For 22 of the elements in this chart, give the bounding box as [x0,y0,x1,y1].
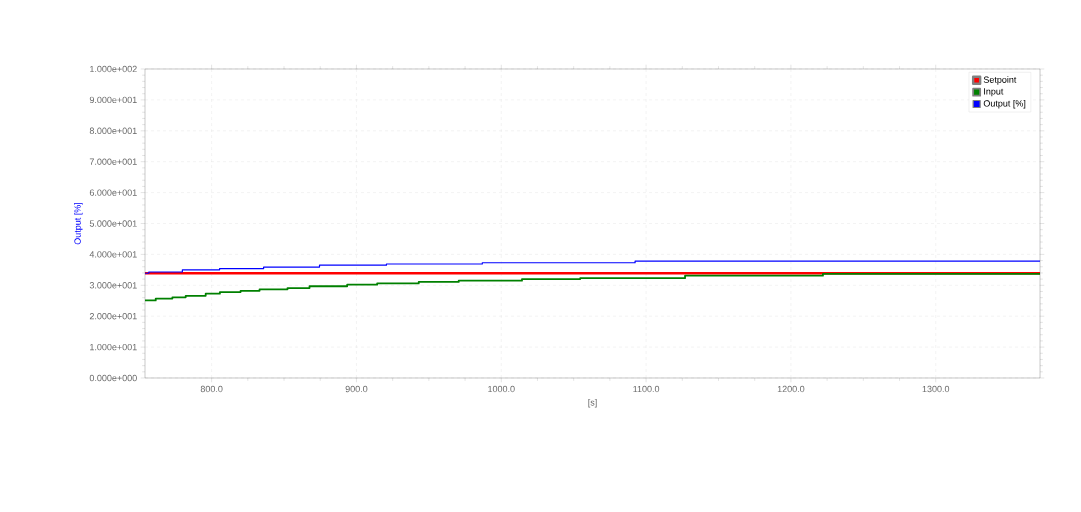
y-tick-label: 1.000e+002 [90,65,137,73]
y-tick-label: 5.000e+001 [89,220,137,227]
x-tick-label: 800.0 [200,385,223,393]
x-tick-label: 900.0 [345,385,368,393]
y-tick-label: 0.000e+000 [89,374,137,382]
y-axis-title: Output [%] [74,202,83,245]
x-tick-label: 1100.0 [633,385,660,393]
y-tick-label: 2.000e+001 [89,313,137,320]
y-tick-label: 7.000e+001 [89,158,137,165]
y-tick-label: 9.000e+001 [89,96,137,104]
x-tick-label: 1200.0 [777,385,805,393]
x-axis-title: [s] [588,399,597,408]
legend-label: Output [%] [983,100,1026,109]
x-tick-label: 1300.0 [922,385,950,393]
y-tick-label: 6.000e+001 [89,189,137,196]
y-tick-label: 3.000e+001 [89,282,137,289]
y-tick-label: 1.000e+001 [90,343,137,351]
legend-label: Setpoint [983,76,1017,85]
y-tick-label: 4.000e+001 [89,251,137,258]
x-tick-label: 1000.0 [488,385,515,393]
legend-label: Input [984,88,1004,97]
y-tick-label: 8.000e+001 [89,127,137,134]
